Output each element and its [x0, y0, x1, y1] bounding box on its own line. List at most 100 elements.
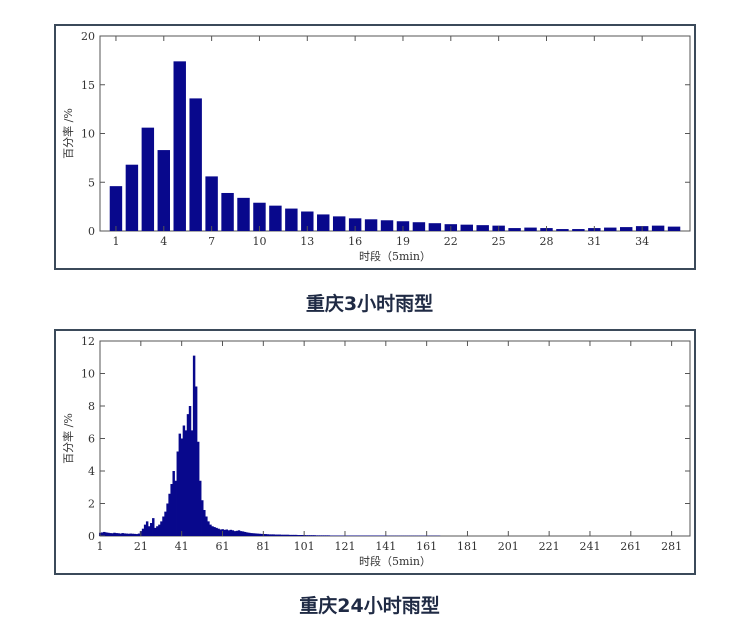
bar	[301, 211, 314, 231]
bar	[217, 528, 220, 536]
x-tick-label: 31	[587, 235, 601, 248]
x-tick-label: 141	[375, 540, 396, 553]
bar	[207, 521, 210, 536]
bar	[103, 531, 106, 536]
bar	[280, 534, 284, 536]
bar	[182, 425, 186, 536]
bar	[109, 533, 112, 536]
bar	[189, 98, 202, 232]
bar	[269, 205, 282, 231]
bar	[223, 529, 226, 536]
bar	[229, 529, 233, 536]
bar	[667, 226, 681, 231]
bar	[325, 535, 329, 536]
bar	[286, 534, 290, 536]
bar	[158, 524, 161, 536]
bar	[412, 222, 426, 231]
bar	[205, 516, 208, 536]
bar	[127, 533, 131, 536]
y-tick-label: 12	[81, 335, 95, 348]
y-tick-label: 10	[81, 128, 95, 141]
bar	[147, 526, 151, 536]
bar	[315, 535, 318, 536]
bar	[186, 414, 190, 536]
bar	[254, 533, 257, 536]
bar	[250, 533, 253, 536]
bar	[141, 528, 145, 536]
bar	[243, 531, 247, 536]
bar	[294, 534, 298, 536]
y-axis-label: 百分率 /%	[61, 413, 75, 464]
bars	[109, 61, 681, 232]
bar	[145, 521, 149, 536]
bar	[225, 529, 228, 536]
bar	[476, 225, 489, 231]
y-tick-label: 10	[81, 368, 95, 381]
bar	[119, 533, 122, 536]
x-tick-label: 4	[160, 235, 167, 248]
bar	[111, 533, 114, 536]
bar	[307, 535, 310, 536]
bar	[309, 535, 312, 536]
bar	[268, 534, 271, 536]
y-tick-label: 20	[81, 30, 95, 43]
y-tick-label: 2	[88, 498, 95, 511]
bar	[266, 534, 269, 536]
bar	[327, 535, 331, 536]
bar	[274, 534, 277, 536]
x-tick-label: 34	[635, 235, 649, 248]
bar	[219, 529, 222, 536]
bar	[178, 433, 182, 536]
bar	[260, 533, 263, 536]
bar	[256, 533, 259, 536]
bar	[137, 533, 141, 536]
bar	[156, 526, 159, 536]
x-tick-label: 101	[294, 540, 315, 553]
bar	[253, 202, 266, 231]
chart-panel-3h: 0 5 10 15 20 1 4 7 10 13 16 19 22 25 28 31 34 时段（5min） 百分率…	[54, 24, 696, 270]
bar	[348, 218, 362, 231]
bar	[290, 534, 294, 536]
bar	[299, 535, 302, 536]
bar	[141, 127, 155, 231]
bar	[172, 471, 175, 536]
x-tick-label: 25	[492, 235, 506, 248]
x-tick-label: 121	[334, 540, 355, 553]
bar	[115, 533, 118, 536]
bar	[143, 524, 147, 536]
bar	[152, 518, 155, 536]
bar	[203, 510, 206, 536]
bar	[131, 533, 135, 536]
chart-caption-24h: 重庆24小时雨型	[299, 595, 440, 617]
bar	[460, 224, 473, 231]
x-tick-label: 21	[134, 540, 148, 553]
x-tick-label: 1	[97, 540, 104, 553]
bar	[157, 150, 171, 231]
y-tick-label: 0	[88, 530, 95, 543]
bar	[184, 430, 188, 536]
bar	[237, 197, 250, 231]
chart-caption-3h: 重庆3小时雨型	[305, 293, 434, 315]
bar	[121, 533, 124, 536]
bar	[323, 535, 326, 536]
bar	[239, 531, 243, 536]
bar	[297, 535, 300, 536]
bar	[192, 355, 196, 536]
x-tick-label: 1	[112, 235, 119, 248]
bar	[245, 532, 249, 536]
bar	[317, 214, 330, 231]
bar	[258, 533, 261, 536]
x-tick-label: 13	[300, 235, 314, 248]
bar	[556, 229, 569, 231]
y-tick-label: 5	[88, 176, 95, 189]
bar	[209, 524, 212, 536]
bar	[109, 186, 123, 231]
bar	[129, 533, 133, 536]
bar	[264, 534, 267, 536]
bar	[150, 523, 153, 536]
bar	[313, 535, 316, 536]
bar	[190, 430, 194, 536]
bar	[133, 533, 137, 536]
bar	[174, 480, 177, 536]
x-tick-label: 261	[620, 540, 641, 553]
